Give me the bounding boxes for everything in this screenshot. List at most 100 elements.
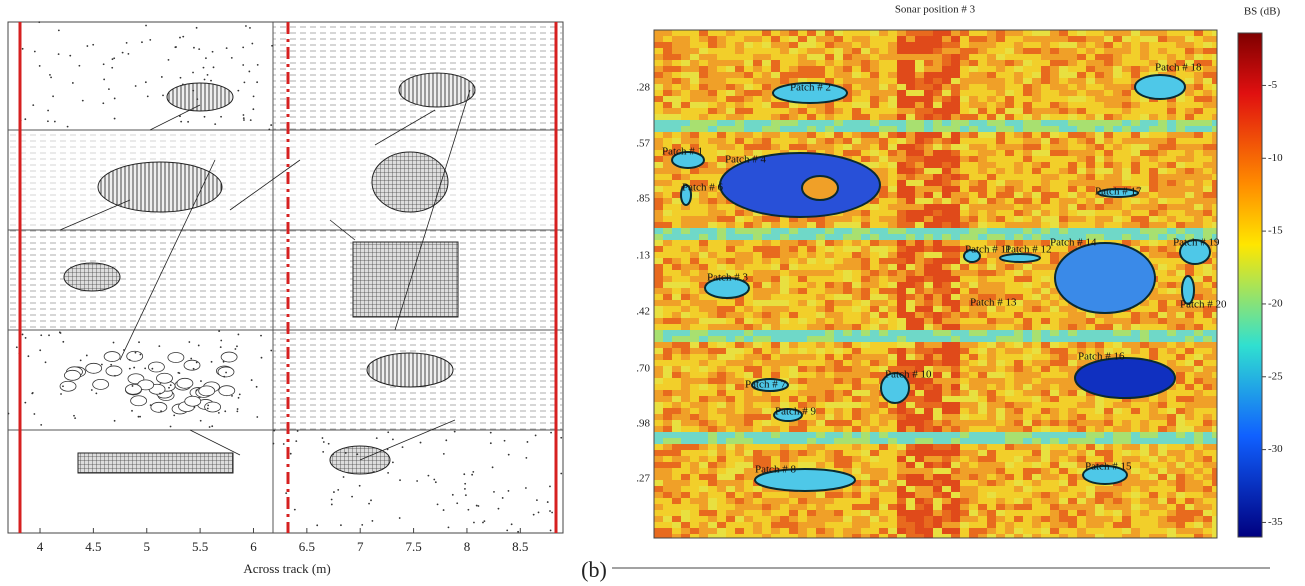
heat-cell	[1131, 462, 1141, 469]
heat-cell	[987, 90, 997, 97]
heat-cell	[735, 342, 745, 349]
heat-cell	[1041, 414, 1051, 421]
heat-cell	[1194, 42, 1204, 49]
heat-cell	[951, 420, 961, 427]
heat-cell	[942, 114, 952, 121]
heat-cell	[870, 258, 880, 265]
heat-cell	[1167, 336, 1177, 343]
heat-cell	[762, 372, 772, 379]
heat-cell	[870, 294, 880, 301]
heat-cell	[888, 54, 898, 61]
heat-cell	[1203, 438, 1213, 445]
heat-cell	[1014, 378, 1024, 385]
heat-cell	[978, 378, 988, 385]
heat-cell	[924, 48, 934, 55]
dot	[498, 508, 500, 510]
heat-cell	[933, 72, 943, 79]
dot	[196, 98, 198, 100]
heat-cell	[708, 300, 718, 307]
heat-cell	[843, 36, 853, 43]
heat-cell	[978, 330, 988, 337]
heat-cell	[1203, 102, 1213, 109]
heat-cell	[771, 348, 781, 355]
heat-cell	[1077, 156, 1087, 163]
heat-cell	[663, 360, 673, 367]
heat-cell	[1068, 108, 1078, 115]
heat-cell	[699, 84, 709, 91]
heat-cell	[699, 114, 709, 121]
heat-cell	[1122, 162, 1132, 169]
dot	[47, 110, 49, 112]
heat-cell	[1158, 30, 1168, 37]
heat-cell	[663, 462, 673, 469]
heat-cell	[969, 270, 979, 277]
dot	[159, 393, 161, 395]
heat-cell	[735, 408, 745, 415]
heat-cell	[1095, 414, 1105, 421]
heat-cell	[717, 384, 727, 391]
heat-cell	[1032, 336, 1042, 343]
heat-cell	[1032, 372, 1042, 379]
heat-cell	[663, 282, 673, 289]
heat-cell	[654, 138, 664, 145]
heat-cell	[1041, 402, 1051, 409]
heat-cell	[1086, 396, 1096, 403]
dot	[27, 355, 29, 357]
heat-cell	[933, 42, 943, 49]
heat-cell	[996, 108, 1006, 115]
heat-cell	[888, 120, 898, 127]
heat-cell	[1203, 180, 1213, 187]
heat-cell	[843, 114, 853, 121]
heat-cell	[1149, 36, 1159, 43]
heat-cell	[744, 360, 754, 367]
heat-cell	[1176, 318, 1186, 325]
heat-cell	[1176, 114, 1186, 121]
heat-cell	[861, 468, 871, 475]
heat-cell	[663, 108, 673, 115]
heat-cell	[807, 282, 817, 289]
heat-cell	[960, 306, 970, 313]
heat-cell	[843, 60, 853, 67]
heat-cell	[762, 342, 772, 349]
heat-cell	[1158, 462, 1168, 469]
heat-cell	[807, 462, 817, 469]
heat-cell	[915, 36, 925, 43]
heat-cell	[996, 48, 1006, 55]
heat-cell	[726, 264, 736, 271]
heat-cell	[978, 420, 988, 427]
dot	[205, 57, 207, 59]
heat-cell	[1167, 36, 1177, 43]
heat-cell	[798, 246, 808, 253]
heat-cell	[726, 414, 736, 421]
heat-cell	[717, 444, 727, 451]
heat-cell	[996, 420, 1006, 427]
heat-cell	[663, 426, 673, 433]
heat-cell	[978, 66, 988, 73]
heat-cell	[996, 120, 1006, 127]
heat-cell	[699, 432, 709, 439]
heat-cell	[1149, 318, 1159, 325]
heat-cell	[690, 36, 700, 43]
heat-cell	[726, 222, 736, 229]
heat-cell	[960, 192, 970, 199]
heat-cell	[1023, 324, 1033, 331]
heat-cell	[699, 390, 709, 397]
heat-cell	[1149, 120, 1159, 127]
heat-cell	[942, 234, 952, 241]
heat-cell	[1194, 108, 1204, 115]
heat-cell	[1005, 342, 1015, 349]
heat-cell	[1158, 336, 1168, 343]
heat-cell	[933, 390, 943, 397]
heat-cell	[681, 366, 691, 373]
heat-cell	[1068, 444, 1078, 451]
heat-cell	[951, 426, 961, 433]
heat-cell	[726, 432, 736, 439]
heat-cell	[735, 414, 745, 421]
heat-cell	[1131, 438, 1141, 445]
heat-cell	[672, 282, 682, 289]
heat-cell	[654, 438, 664, 445]
heat-cell	[861, 114, 871, 121]
heat-cell	[735, 234, 745, 241]
heat-cell	[654, 330, 664, 337]
heat-cell	[1086, 402, 1096, 409]
